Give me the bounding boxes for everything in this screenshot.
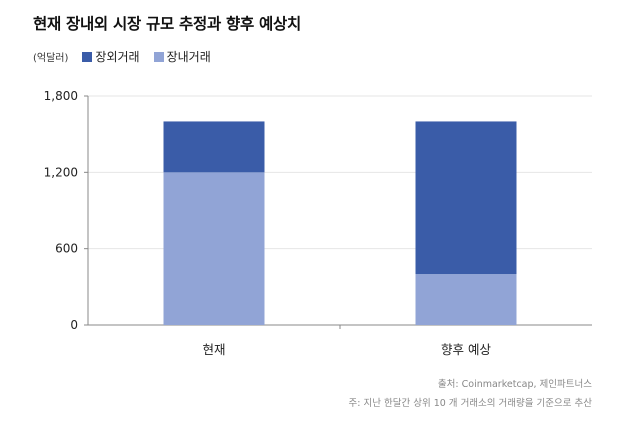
note-text: 주: 지난 한달간 상위 10 개 거래소의 거래량을 기준으로 추산: [348, 398, 593, 409]
unit-label: (억달러): [33, 53, 69, 64]
legend-swatch-otc: [82, 51, 93, 62]
legend-swatch-exchange: [153, 51, 164, 62]
chart-title: 현재 장내외 시장 규모 추정과 향후 예상치: [33, 15, 301, 33]
y-tick-label: 0: [70, 318, 78, 332]
legend-label-otc: 장외거래: [95, 50, 140, 64]
x-category-label: 향후 예상: [441, 342, 491, 357]
x-category-label: 현재: [202, 342, 225, 357]
legend-item-exchange: 장내거래: [153, 48, 211, 65]
y-tick-label: 1,200: [44, 165, 78, 179]
legend-item-otc: 장외거래: [82, 48, 140, 65]
y-tick-label: 600: [55, 242, 78, 256]
bar-otc-0: [163, 121, 265, 173]
legend-label-exchange: 장내거래: [166, 50, 211, 64]
bar-exchange-1: [415, 274, 517, 325]
bar-otc-1: [415, 121, 517, 275]
legend: (억달러) 장외거래 장내거래: [33, 48, 225, 65]
source-text: 출처: Coinmarketcap, 제인파트너스: [437, 379, 592, 390]
y-tick-label: 1,800: [44, 89, 78, 103]
bar-exchange-0: [163, 172, 265, 325]
